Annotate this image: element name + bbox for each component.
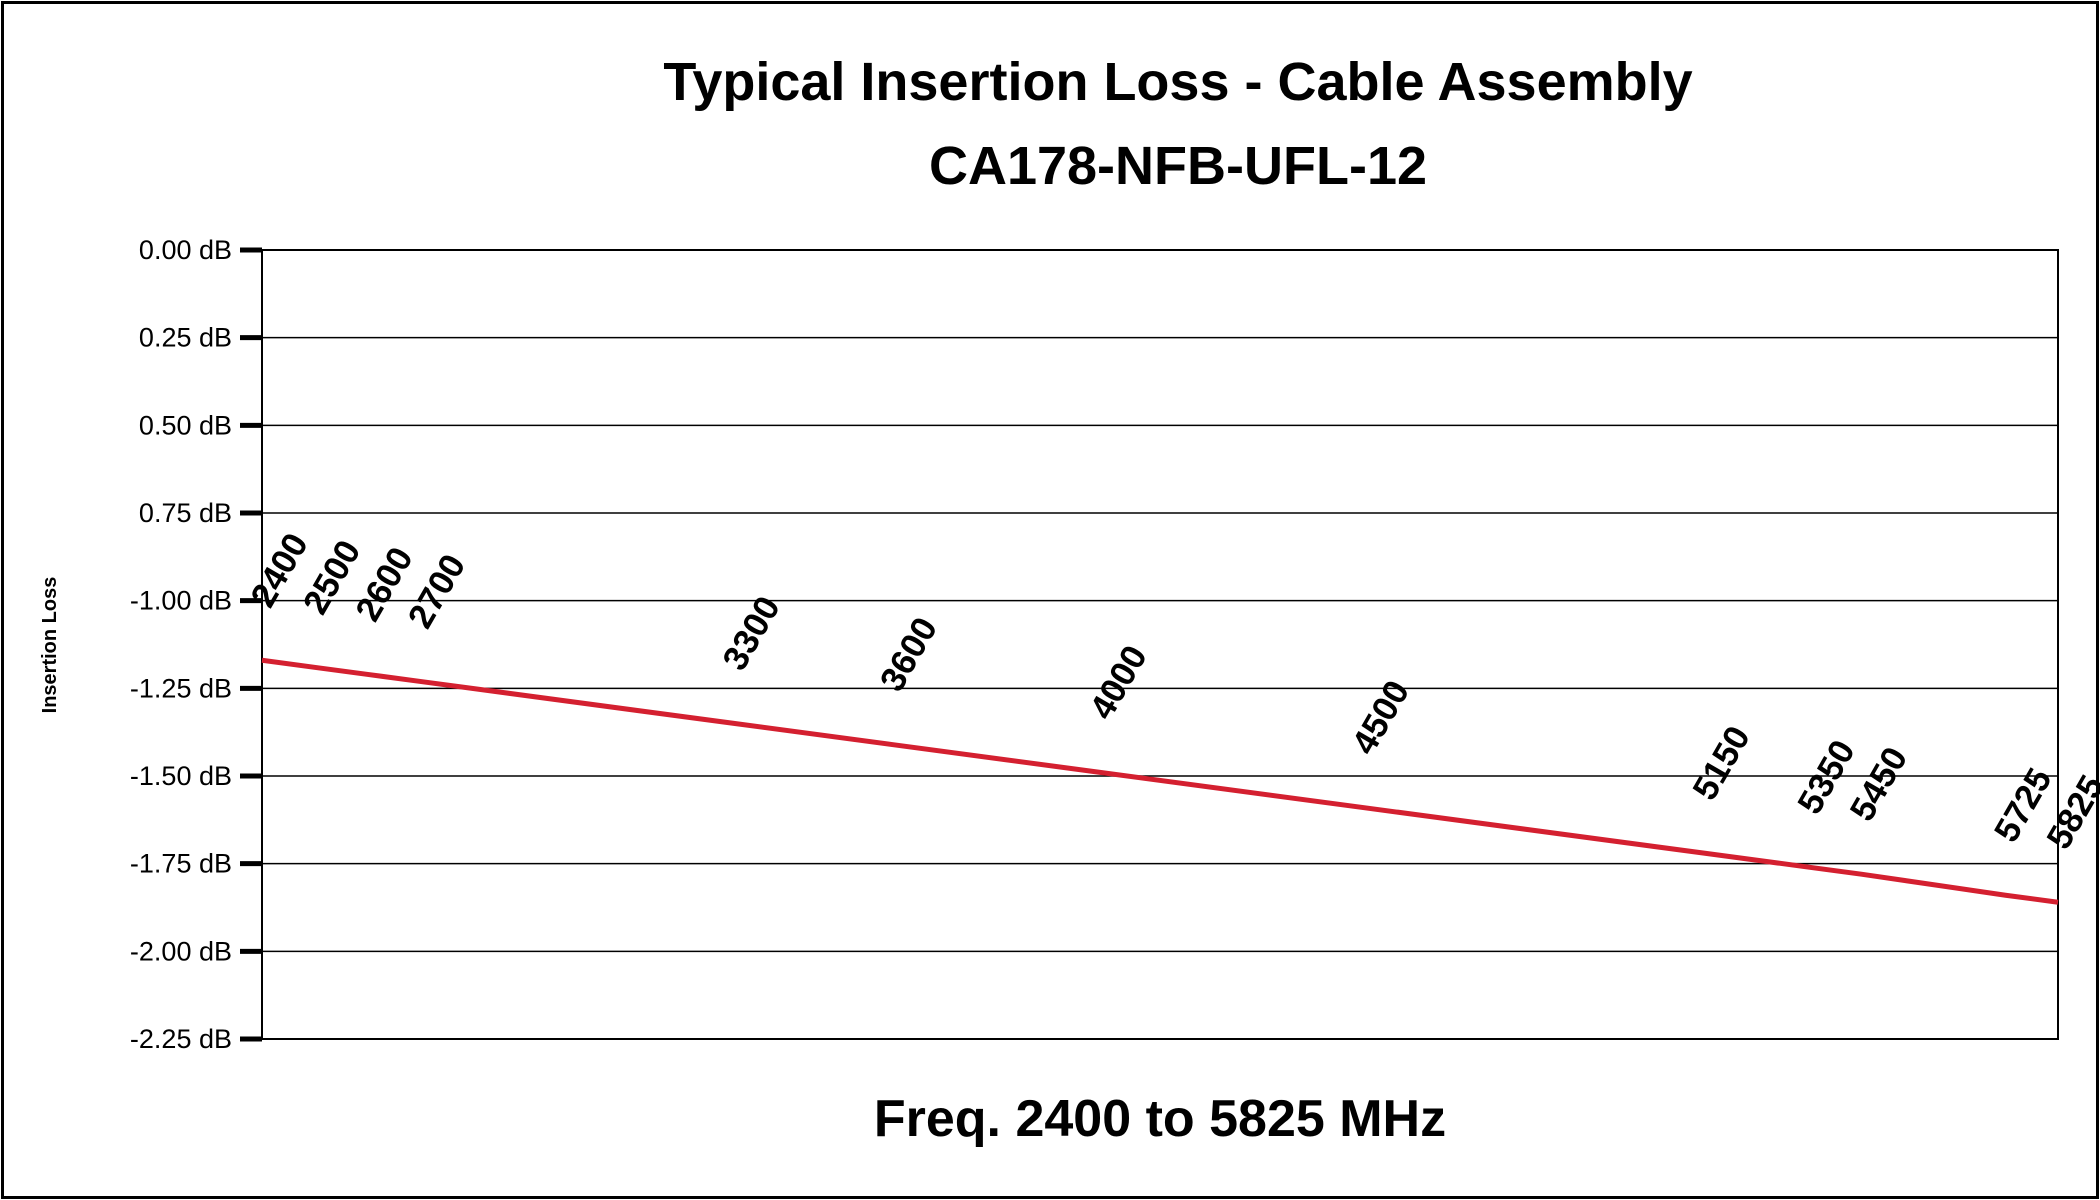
y-tick-label: -1.00 dB <box>130 586 232 616</box>
chart-title: Typical Insertion Loss - Cable Assembly <box>663 52 1692 112</box>
y-tick-label: 0.75 dB <box>139 498 232 528</box>
plot-area <box>261 249 2059 1040</box>
x-axis-label: Freq. 2400 to 5825 MHz <box>874 1090 1446 1148</box>
y-tick-label: 0.50 dB <box>139 410 232 440</box>
x-tick-label: 4000 <box>1082 639 1155 726</box>
x-tick-label: 3600 <box>872 611 945 698</box>
insertion-loss-line <box>261 657 2059 905</box>
x-tick-label: 5150 <box>1685 720 1758 807</box>
x-tick-label: 4500 <box>1344 674 1417 761</box>
chart-subtitle: CA178-NFB-UFL-12 <box>929 136 1427 196</box>
y-tick-label: 0.25 dB <box>139 323 232 353</box>
y-tick-label: 0.00 dB <box>139 235 232 265</box>
y-tick-label: -2.00 dB <box>130 936 232 966</box>
y-tick-label: -2.25 dB <box>130 1024 232 1054</box>
y-axis-label: Insertion Loss <box>39 577 61 714</box>
x-tick-label: 3300 <box>715 590 788 677</box>
y-tick-label: -1.25 dB <box>130 673 232 703</box>
y-tick-label: -1.50 dB <box>130 761 232 791</box>
y-tick-label: -1.75 dB <box>130 849 232 879</box>
